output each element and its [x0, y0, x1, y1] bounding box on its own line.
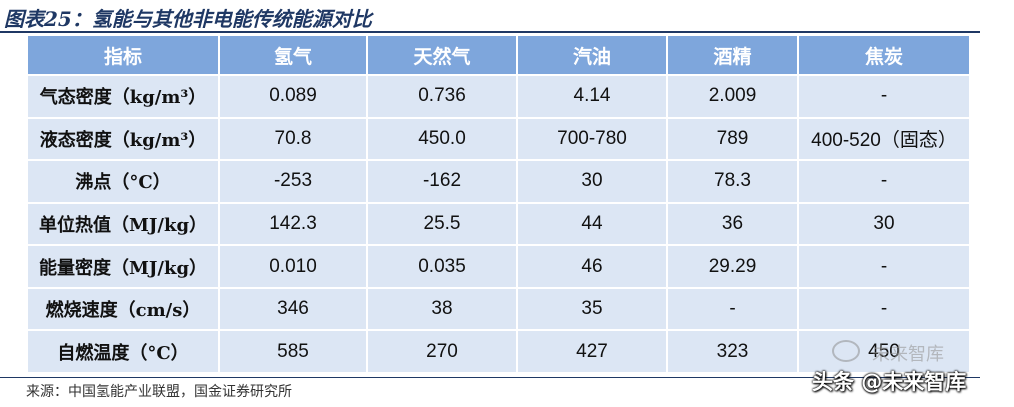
row-label: 能量密度（MJ/kg） [26, 244, 220, 289]
table-row: 能量密度（MJ/kg） 0.010 0.035 46 29.29 - [26, 244, 971, 289]
table-cell: -162 [366, 159, 518, 204]
row-label: 液态密度（kg/m³） [26, 116, 220, 162]
header-coke: 焦炭 [797, 34, 971, 76]
table-cell: 0.089 [218, 74, 368, 119]
table-cell: 36 [666, 201, 799, 247]
table-cell: 29.29 [666, 244, 799, 289]
table-cell: 789 [666, 116, 799, 162]
table-row: 气态密度（kg/m³） 0.089 0.736 4.14 2.009 - [26, 74, 971, 119]
table-cell: 2.009 [666, 74, 799, 119]
table-row: 燃烧速度（cm/s） 346 38 35 - - [26, 286, 971, 332]
table-cell: -253 [218, 159, 368, 204]
table-header-row: 指标 氢气 天然气 汽油 酒精 焦炭 [26, 34, 971, 76]
comparison-table: 指标 氢气 天然气 汽油 酒精 焦炭 气态密度（kg/m³） 0.089 0.7… [26, 34, 971, 374]
table-cell: 38 [366, 286, 518, 332]
watermark-text: 头条 @未来智库 [812, 370, 967, 394]
table-cell: 0.736 [366, 74, 518, 119]
table-cell: 450.0 [366, 116, 518, 162]
header-alcohol: 酒精 [666, 34, 799, 76]
table-cell: 30 [516, 159, 668, 204]
title-divider [0, 31, 980, 33]
table-cell: 30 [797, 201, 971, 247]
table-cell: 346 [218, 286, 368, 332]
header-gasoline: 汽油 [516, 34, 668, 76]
table-cell: - [797, 244, 971, 289]
table-row: 自燃温度（°C） 585 270 427 323 450 [26, 329, 971, 374]
table-cell: 25.5 [366, 201, 518, 247]
table-row: 单位热值（MJ/kg） 142.3 25.5 44 36 30 [26, 201, 971, 247]
row-label: 自燃温度（°C） [26, 329, 220, 374]
row-label: 单位热值（MJ/kg） [26, 201, 220, 247]
table-cell: 427 [516, 329, 668, 374]
table-cell: 0.035 [366, 244, 518, 289]
table-row: 液态密度（kg/m³） 70.8 450.0 700-780 789 400-5… [26, 116, 971, 162]
page-title: 图表25：氢能与其他非电能传统能源对比 [4, 7, 372, 31]
table-cell: - [666, 286, 799, 332]
table-cell: 700-780 [516, 116, 668, 162]
table-cell: 270 [366, 329, 518, 374]
table-cell: 450 [797, 329, 971, 374]
table-cell: - [797, 286, 971, 332]
row-label: 沸点（°C） [26, 159, 220, 204]
table-cell: 323 [666, 329, 799, 374]
watermark-faint-text: 未来智库 [872, 344, 944, 365]
table-cell: 44 [516, 201, 668, 247]
source-note: 来源：中国氢能产业联盟，国金证券研究所 [26, 384, 292, 400]
table-row: 沸点（°C） -253 -162 30 78.3 - [26, 159, 971, 204]
table-cell: 0.010 [218, 244, 368, 289]
row-label: 燃烧速度（cm/s） [26, 286, 220, 332]
table-cell: - [797, 159, 971, 204]
table-cell: 585 [218, 329, 368, 374]
header-hydrogen: 氢气 [218, 34, 368, 76]
table-cell: - [797, 74, 971, 119]
header-indicator: 指标 [26, 34, 220, 76]
table-cell: 4.14 [516, 74, 668, 119]
watermark-logo-icon [832, 340, 860, 362]
bottom-divider [0, 377, 980, 378]
header-natural-gas: 天然气 [366, 34, 518, 76]
table-cell: 142.3 [218, 201, 368, 247]
table-cell: 400-520（固态） [797, 116, 971, 162]
table-cell: 35 [516, 286, 668, 332]
table-cell: 70.8 [218, 116, 368, 162]
table-cell: 46 [516, 244, 668, 289]
table-cell: 78.3 [666, 159, 799, 204]
row-label: 气态密度（kg/m³） [26, 74, 220, 119]
